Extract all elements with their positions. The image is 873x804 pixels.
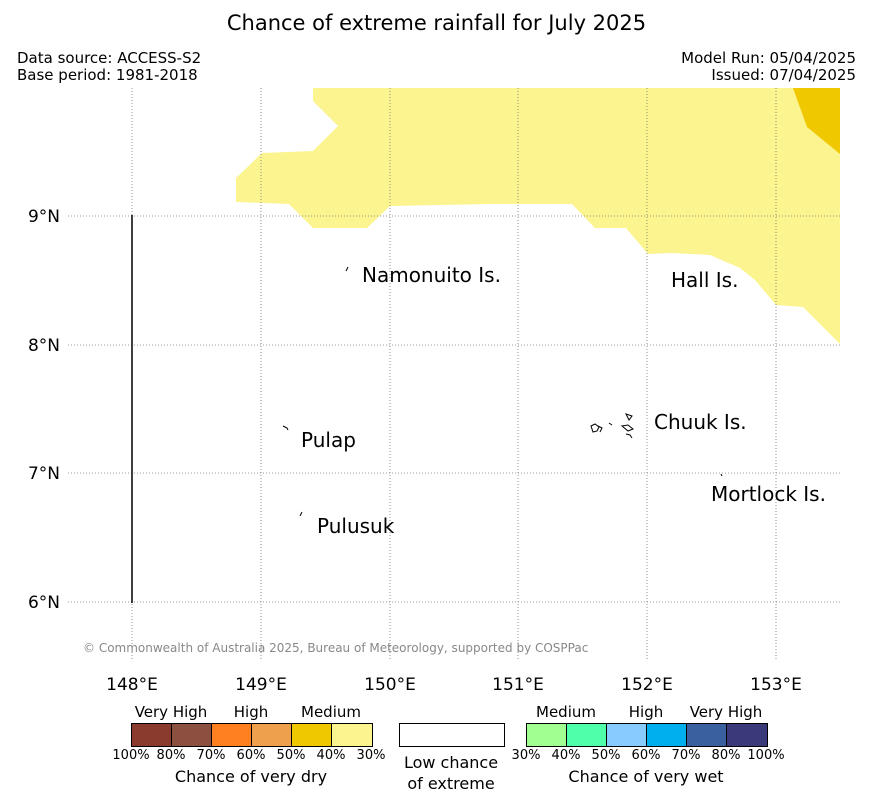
wet-title-medium: Medium — [536, 703, 596, 721]
wet-title-high: High — [628, 703, 664, 721]
dry-tick-60: 60% — [236, 748, 266, 763]
chuuk-islet — [625, 413, 633, 421]
place-pulap: Pulap — [301, 428, 356, 452]
lat-label-8n: 8°N — [28, 336, 60, 356]
wet-colorbar — [526, 723, 768, 747]
map-title: Chance of extreme rainfall for July 2025 — [226, 11, 647, 35]
lat-labels: 9°N 8°N 7°N 6°N — [28, 207, 60, 613]
low-chance-swatch — [399, 723, 505, 747]
dry-title-high: High — [233, 703, 269, 721]
dry-tick-30: 30% — [356, 748, 386, 763]
chuuk-islet — [597, 425, 603, 433]
wet-tick-30: 30% — [511, 748, 541, 763]
wet-swatch-high-2 — [647, 724, 687, 746]
chuuk-islet — [625, 433, 633, 439]
dry-caption: Chance of very dry — [174, 767, 328, 786]
lon-label-149e: 149°E — [235, 675, 287, 695]
lat-label-6n: 6°N — [28, 593, 60, 613]
chuuk-island-shapes — [590, 413, 634, 439]
wet-tick-100: 100% — [747, 748, 785, 763]
place-mortlock: Mortlock Is. — [711, 482, 826, 506]
dry-swatch-high-2 — [252, 724, 292, 746]
lon-label-150e: 150°E — [364, 675, 416, 695]
wet-caption: Chance of very wet — [568, 767, 724, 786]
lat-label-9n: 9°N — [28, 207, 60, 227]
wet-swatch-very-high-2 — [727, 724, 767, 746]
place-namonuito: Namonuito Is. — [362, 263, 501, 287]
wet-tick-70: 70% — [671, 748, 701, 763]
dry-tick-40: 40% — [316, 748, 346, 763]
chuuk-islet — [608, 422, 613, 426]
lon-label-153e: 153°E — [750, 675, 802, 695]
lon-labels: 148°E 149°E 150°E 151°E 152°E 153°E — [106, 675, 802, 695]
high-dry-region — [793, 88, 840, 154]
wet-tick-60: 60% — [631, 748, 661, 763]
lon-label-152e: 152°E — [621, 675, 673, 695]
dry-colorbar — [131, 723, 373, 747]
wet-title-very-high: Very High — [689, 703, 763, 721]
lon-label-148e: 148°E — [106, 675, 158, 695]
chuuk-islet — [590, 423, 600, 433]
wet-tick-50: 50% — [591, 748, 621, 763]
chuuk-islet — [620, 424, 634, 432]
wet-swatch-medium-1 — [527, 724, 567, 746]
place-labels: Namonuito Is. Hall Is. Chuuk Is. Pulap M… — [301, 263, 826, 538]
medium-dry-region — [236, 88, 840, 344]
wet-swatch-very-high-1 — [687, 724, 727, 746]
low-chance-label-1: Low chance — [403, 753, 499, 772]
dry-title-very-high: Very High — [134, 703, 208, 721]
base-period: Base period: 1981-2018 — [17, 66, 198, 84]
mortlock-island-shape — [720, 473, 723, 477]
meta-left: Data source: ACCESS-S2 Base period: 1981… — [17, 50, 201, 84]
wet-swatch-medium-2 — [567, 724, 607, 746]
dry-swatch-high-1 — [212, 724, 252, 746]
place-hall: Hall Is. — [671, 268, 738, 292]
data-source: Data source: ACCESS-S2 — [17, 49, 202, 67]
issued-date: Issued: 07/04/2025 — [711, 66, 856, 84]
place-pulusuk: Pulusuk — [317, 514, 395, 538]
pulap-island-shape — [282, 425, 289, 431]
copyright-notice: © Commonwealth of Australia 2025, Bureau… — [83, 641, 588, 655]
pulusuk-island-shape — [299, 511, 303, 517]
model-run: Model Run: 05/04/2025 — [681, 49, 856, 67]
dry-tick-100: 100% — [112, 748, 150, 763]
dry-title-medium: Medium — [301, 703, 361, 721]
map: Namonuito Is. Hall Is. Chuuk Is. Pulap M… — [28, 88, 840, 695]
lon-label-151e: 151°E — [492, 675, 544, 695]
dry-tick-50: 50% — [276, 748, 306, 763]
dry-tick-70: 70% — [196, 748, 226, 763]
dry-swatch-very-high-1 — [132, 724, 172, 746]
dry-swatch-medium-2 — [332, 724, 372, 746]
meta-right: Model Run: 05/04/2025 Issued: 07/04/2025 — [681, 50, 856, 84]
wet-tick-40: 40% — [551, 748, 581, 763]
low-chance-label-2: of extreme — [407, 774, 495, 793]
dry-tick-80: 80% — [156, 748, 186, 763]
dry-swatch-medium-1 — [292, 724, 332, 746]
islands — [282, 266, 723, 517]
namonuito-island-shape — [345, 266, 349, 272]
wet-swatch-high-1 — [607, 724, 647, 746]
wet-tick-80: 80% — [711, 748, 741, 763]
place-chuuk: Chuuk Is. — [654, 410, 747, 434]
lat-label-7n: 7°N — [28, 464, 60, 484]
dry-swatch-very-high-2 — [172, 724, 212, 746]
